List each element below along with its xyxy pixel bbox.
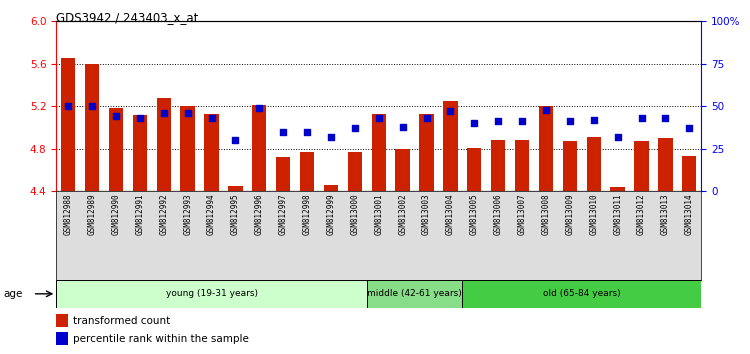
Text: GSM813009: GSM813009 (566, 194, 574, 235)
Bar (562, 141, 577, 191)
Text: GSM812998: GSM812998 (302, 194, 311, 235)
Text: GSM812991: GSM812991 (135, 194, 144, 235)
Point (564, 119, 576, 124)
Bar (300, 152, 314, 191)
Point (683, 125, 695, 131)
Bar (324, 185, 338, 191)
Point (301, 129, 313, 135)
Point (254, 105, 266, 111)
Bar (109, 108, 123, 191)
Bar (515, 140, 529, 191)
Bar (56, 332, 68, 345)
Point (206, 115, 218, 121)
Bar (348, 152, 362, 191)
Point (134, 115, 146, 121)
Text: GSM813011: GSM813011 (614, 194, 622, 235)
Bar (682, 156, 697, 191)
Text: GSM812996: GSM812996 (255, 194, 264, 235)
Bar (491, 140, 506, 191)
Text: GSM812989: GSM812989 (88, 194, 97, 235)
Text: young (19-31 years): young (19-31 years) (166, 289, 257, 298)
Bar (395, 149, 410, 191)
Point (397, 124, 409, 130)
Point (86, 103, 98, 109)
Text: GSM812994: GSM812994 (207, 194, 216, 235)
Bar (181, 106, 195, 191)
Bar (634, 141, 649, 191)
Text: GSM813006: GSM813006 (494, 194, 502, 235)
Bar (276, 157, 290, 191)
Text: GSM812988: GSM812988 (64, 194, 73, 235)
Point (110, 114, 122, 119)
Bar (85, 64, 99, 191)
Text: GSM813013: GSM813013 (661, 194, 670, 235)
Point (373, 115, 385, 121)
Point (325, 134, 337, 139)
Text: GSM813012: GSM813012 (637, 194, 646, 235)
Bar (462, 280, 701, 308)
Text: GSM813000: GSM813000 (350, 194, 359, 235)
Text: middle (42-61 years): middle (42-61 years) (368, 289, 462, 298)
Text: GSM812992: GSM812992 (159, 194, 168, 235)
Text: GSM813014: GSM813014 (685, 194, 694, 235)
Point (230, 137, 242, 143)
Point (278, 129, 290, 135)
Point (349, 125, 361, 131)
Text: percentile rank within the sample: percentile rank within the sample (73, 334, 249, 344)
Point (635, 115, 647, 121)
Bar (538, 106, 554, 191)
Text: GSM812990: GSM812990 (112, 194, 121, 235)
Bar (56, 280, 367, 308)
Point (158, 110, 170, 116)
Text: GSM812997: GSM812997 (279, 194, 288, 235)
Text: old (65-84 years): old (65-84 years) (543, 289, 620, 298)
Point (540, 107, 552, 113)
Bar (157, 98, 171, 191)
Bar (252, 105, 266, 191)
Point (659, 115, 671, 121)
Bar (228, 186, 242, 191)
Bar (367, 280, 462, 308)
Point (182, 110, 194, 116)
Text: transformed count: transformed count (73, 316, 170, 326)
Text: GSM813007: GSM813007 (518, 194, 526, 235)
Bar (61, 58, 75, 191)
Text: GSM813005: GSM813005 (470, 194, 478, 235)
Text: GSM812995: GSM812995 (231, 194, 240, 235)
Point (492, 119, 504, 124)
Bar (56, 314, 68, 327)
Bar (610, 187, 625, 191)
Text: GSM813008: GSM813008 (542, 194, 550, 235)
Text: GSM813003: GSM813003 (422, 194, 431, 235)
Bar (133, 115, 147, 191)
Text: GDS3942 / 243403_x_at: GDS3942 / 243403_x_at (56, 11, 199, 24)
Bar (658, 138, 673, 191)
Bar (586, 137, 601, 191)
Text: GSM813002: GSM813002 (398, 194, 407, 235)
Text: GSM813010: GSM813010 (590, 194, 598, 235)
Bar (204, 114, 219, 191)
Text: age: age (4, 289, 23, 299)
Bar (443, 101, 458, 191)
Bar (371, 114, 386, 191)
Bar (467, 148, 482, 191)
Text: GSM812993: GSM812993 (183, 194, 192, 235)
Point (421, 115, 433, 121)
Point (516, 119, 528, 124)
Point (445, 108, 457, 114)
Point (588, 117, 600, 122)
Point (612, 134, 624, 139)
Text: GSM813004: GSM813004 (446, 194, 455, 235)
Text: GSM813001: GSM813001 (374, 194, 383, 235)
Point (468, 120, 480, 126)
Bar (419, 114, 434, 191)
Text: GSM812999: GSM812999 (326, 194, 335, 235)
Point (62, 103, 74, 109)
